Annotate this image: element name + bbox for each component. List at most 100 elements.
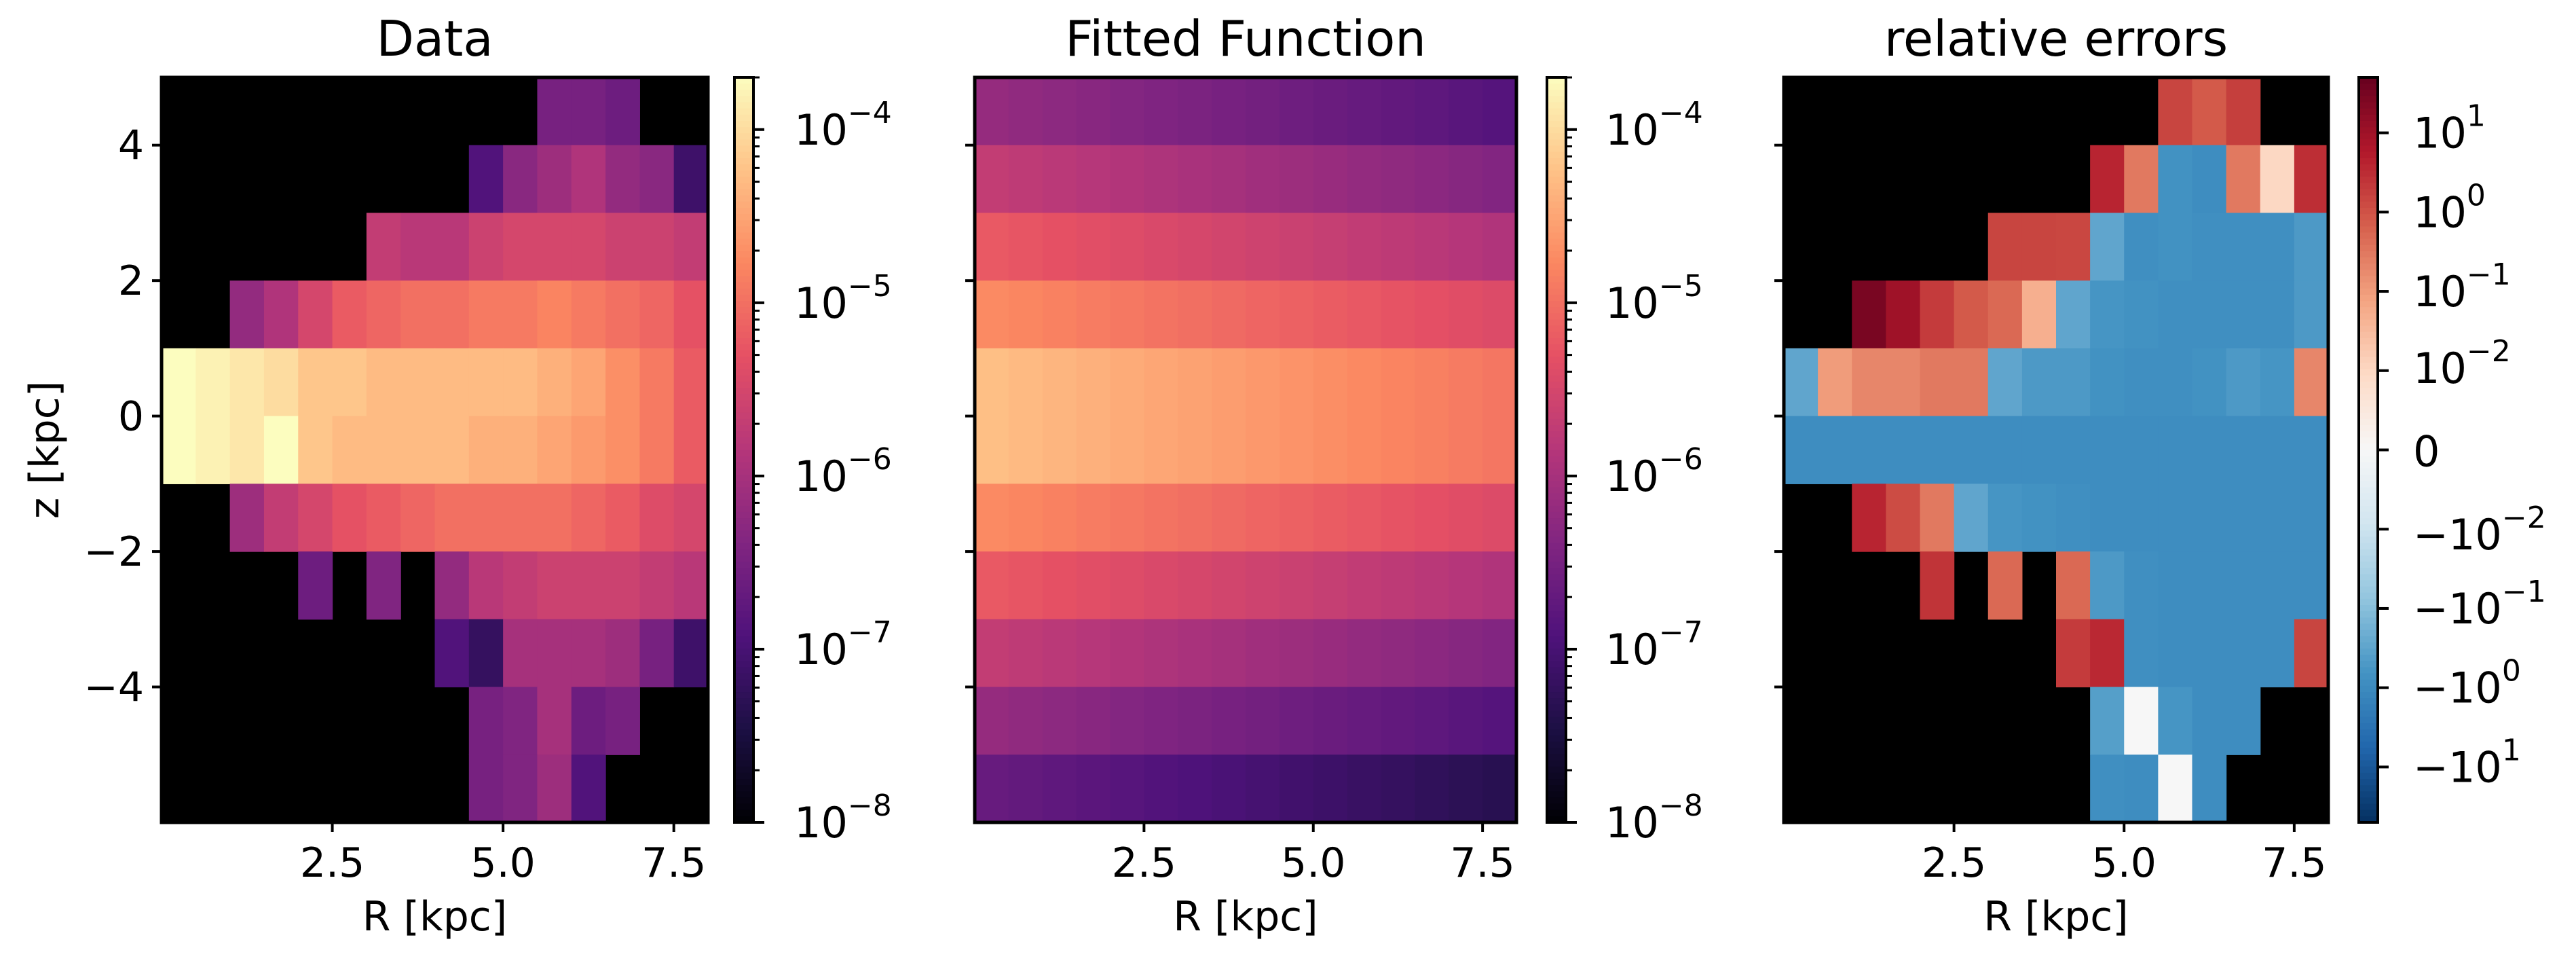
- heatmap-cell: [1347, 754, 1382, 823]
- colorbar-segment: [2359, 760, 2378, 767]
- heatmap-cell: [537, 619, 572, 688]
- heatmap-cell: [2260, 348, 2295, 417]
- heatmap-cell: [468, 619, 504, 688]
- heatmap-cell: [1449, 145, 1483, 214]
- heatmap-cell: [1449, 484, 1483, 552]
- heatmap-cell: [2021, 416, 2057, 484]
- colorbar-segment: [734, 685, 753, 693]
- colorbar-segment: [734, 462, 753, 469]
- colorbar-segment: [734, 139, 753, 147]
- heatmap-cell: [1076, 145, 1111, 214]
- heatmap-cell: [1042, 416, 1077, 484]
- colorbar-frame: [733, 76, 755, 824]
- x-tick-label: 7.5: [641, 839, 706, 887]
- heatmap-cell: [1482, 145, 1517, 214]
- heatmap-cell: [2226, 484, 2261, 552]
- colorbar-segment: [1547, 524, 1566, 532]
- heatmap-cell: [1178, 754, 1212, 823]
- heatmap-cell: [571, 754, 606, 823]
- colorbar-segment: [1547, 779, 1566, 786]
- colorbar-segment: [1547, 673, 1566, 680]
- colorbar-segment: [2359, 511, 2378, 519]
- colorbar-segment: [2359, 120, 2378, 128]
- heatmap-cell: [1042, 213, 1077, 281]
- heatmap-cell: [2124, 484, 2159, 552]
- heatmap-cell: [400, 213, 436, 281]
- colorbar-segment: [734, 120, 753, 128]
- colorbar-segment: [734, 630, 753, 637]
- colorbar-segment: [734, 114, 753, 122]
- colorbar-segment: [734, 487, 753, 494]
- heatmap-cell: [1279, 754, 1314, 823]
- colorbar-segment: [2359, 803, 2378, 811]
- colorbar-segment: [2359, 244, 2378, 252]
- heatmap-cell: [1042, 280, 1077, 349]
- heatmap-cell: [1008, 551, 1043, 620]
- colorbar: 10−4 10−5 10−6 10−7 10−8: [733, 76, 892, 848]
- heatmap-cell: [1313, 687, 1348, 755]
- colorbar-segment: [734, 766, 753, 773]
- colorbar-segment: [1547, 530, 1566, 538]
- heatmap-cell: [400, 348, 436, 417]
- colorbar-tick-label: −10−1: [2413, 575, 2546, 634]
- heatmap-cell: [2192, 77, 2227, 146]
- colorbar-segment: [734, 282, 753, 289]
- colorbar-tick-label: 0: [2413, 427, 2440, 477]
- colorbar-segment: [734, 331, 753, 339]
- colorbar: 101 100 10−1 10−2 0 −10−2 −10−1 −100 −101: [2357, 76, 2546, 824]
- heatmap-cell: [639, 416, 675, 484]
- heatmap-cell: [1852, 348, 1886, 417]
- heatmap-cell: [162, 348, 196, 417]
- heatmap-cell: [468, 416, 504, 484]
- heatmap-cell: [2124, 687, 2159, 755]
- colorbar-segment: [2359, 102, 2378, 109]
- colorbar-segment: [734, 468, 753, 475]
- heatmap-cell: [503, 484, 538, 552]
- colorbar-segment: [2359, 704, 2378, 712]
- colorbar-segment: [1547, 562, 1566, 568]
- heatmap-cells: [1784, 77, 2329, 823]
- heatmap-cell: [1144, 145, 1178, 214]
- heatmap-cell: [2056, 280, 2091, 349]
- heatmap-cell: [1212, 280, 1246, 349]
- heatmap-cell: [1920, 348, 1955, 417]
- colorbar-segment: [734, 692, 753, 699]
- heatmap-cell: [2294, 280, 2329, 349]
- colorbar-segment: [734, 418, 753, 426]
- colorbar-segment: [2359, 772, 2378, 780]
- colorbar-segment: [734, 704, 753, 712]
- colorbar-segment: [1547, 77, 1566, 84]
- colorbar-segment: [1547, 120, 1566, 128]
- colorbar-segment: [2359, 357, 2378, 364]
- heatmap-cell: [1042, 619, 1077, 688]
- heatmap-cell: [2158, 145, 2193, 214]
- colorbar-segment: [2359, 468, 2378, 475]
- heatmap-cell: [1920, 551, 1955, 620]
- heatmap-cell: [400, 280, 436, 349]
- heatmap-cell: [605, 348, 640, 417]
- heatmap-cell: [1415, 754, 1449, 823]
- x-tick-label: 5.0: [470, 839, 535, 887]
- colorbar-segment: [2359, 77, 2378, 84]
- heatmap-cell: [2260, 551, 2295, 620]
- colorbar-segment: [2359, 294, 2378, 302]
- heatmap-cell: [1920, 484, 1955, 552]
- heatmap-cell: [1144, 551, 1178, 620]
- colorbar-segment: [734, 363, 753, 370]
- heatmap-cell: [1279, 145, 1314, 214]
- colorbar-segment: [734, 108, 753, 115]
- heatmap-cell: [571, 687, 606, 755]
- colorbar-segment: [734, 505, 753, 513]
- colorbar-segment: [1547, 518, 1566, 525]
- colorbar-segment: [2359, 375, 2378, 382]
- heatmap-cell: [1920, 280, 1955, 349]
- colorbar-segment: [734, 344, 753, 352]
- heatmap-cell: [229, 484, 265, 552]
- colorbar-segment: [1547, 729, 1566, 736]
- colorbar-segment: [734, 456, 753, 463]
- heatmap-cell: [2158, 213, 2193, 281]
- heatmap-cell: [1110, 280, 1144, 349]
- colorbar-segment: [1547, 785, 1566, 793]
- colorbar-segment: [1547, 282, 1566, 289]
